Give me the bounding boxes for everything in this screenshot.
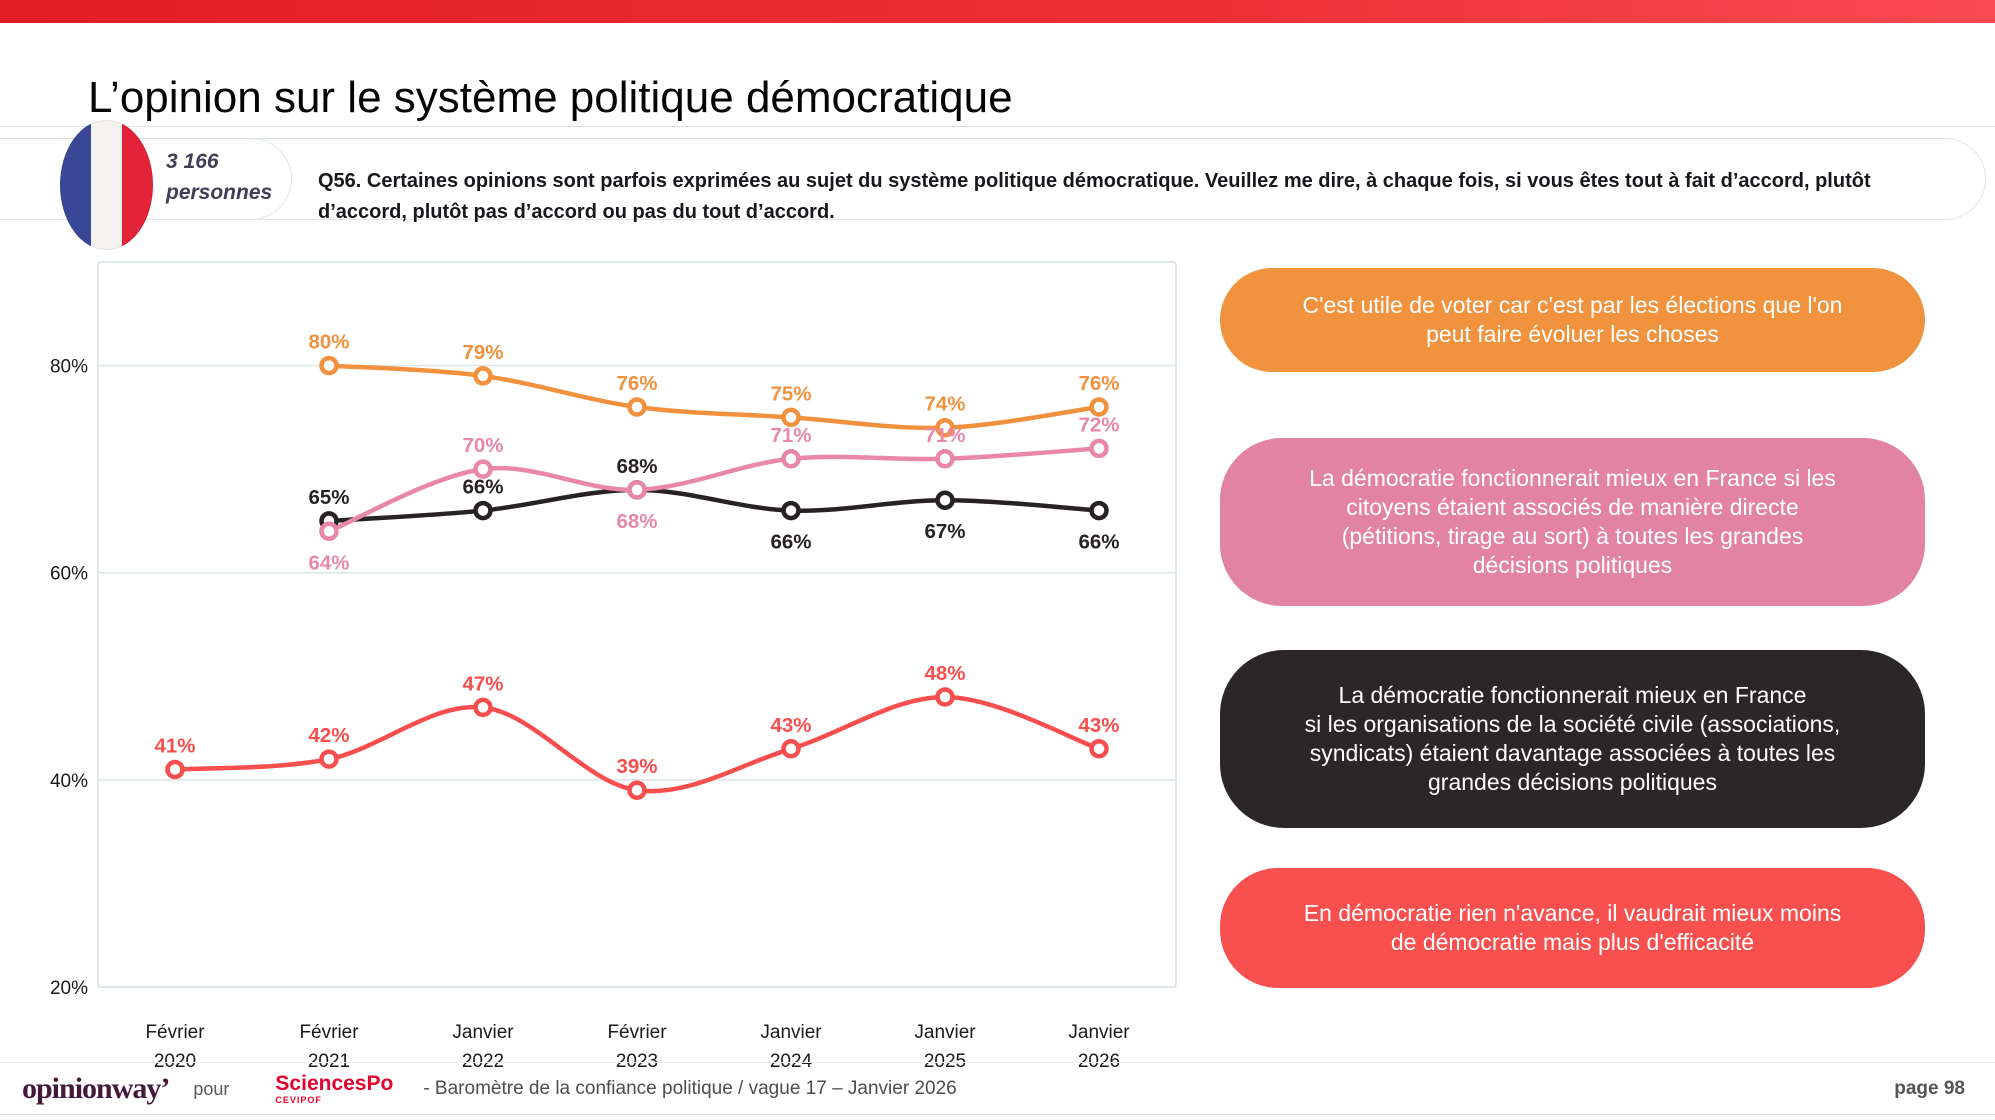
legend-pill-citoyens: La démocratie fonctionnerait mieux en Fr…	[1220, 438, 1925, 606]
svg-text:64%: 64%	[308, 551, 349, 574]
legend-pill-citoyens-text: La démocratie fonctionnerait mieux en Fr…	[1309, 465, 1836, 578]
svg-text:66%: 66%	[462, 476, 503, 499]
svg-text:71%: 71%	[924, 424, 965, 447]
legend-pill-societe-civile-text: La démocratie fonctionnerait mieux en Fr…	[1304, 682, 1841, 795]
svg-text:2021: 2021	[308, 1051, 350, 1072]
svg-text:Janvier: Janvier	[760, 1022, 822, 1043]
sciencespo-logo: SciencesPo CEVIPOF	[275, 1073, 393, 1105]
footer: opinionway’ pour SciencesPo CEVIPOF - Ba…	[0, 1062, 1995, 1115]
sciencespo-logo-text: SciencesPo	[275, 1072, 394, 1095]
svg-text:66%: 66%	[770, 531, 811, 554]
svg-text:Janvier: Janvier	[452, 1022, 514, 1043]
svg-text:72%: 72%	[1078, 413, 1119, 436]
svg-text:74%: 74%	[924, 393, 965, 416]
svg-text:47%: 47%	[462, 672, 503, 695]
svg-text:20%: 20%	[50, 978, 88, 999]
sample-size-unit: personnes	[166, 181, 273, 204]
svg-text:71%: 71%	[770, 424, 811, 447]
svg-text:48%: 48%	[924, 662, 965, 685]
legend-pill-vote-utile: C'est utile de voter car c'est par les é…	[1220, 268, 1925, 372]
page-number: page 98	[1894, 1078, 1965, 1099]
top-accent-bar	[0, 0, 1995, 23]
legend-pill-vote-utile-text: C'est utile de voter car c'est par les é…	[1302, 292, 1843, 347]
header-divider	[0, 126, 1995, 127]
svg-text:2020: 2020	[154, 1051, 196, 1072]
svg-text:65%: 65%	[308, 486, 349, 509]
svg-text:2024: 2024	[770, 1051, 813, 1072]
legend-pill-societe-civile: La démocratie fonctionnerait mieux en Fr…	[1220, 650, 1925, 828]
svg-text:67%: 67%	[924, 520, 965, 543]
cevipof-logo-text: CEVIPOF	[275, 1095, 322, 1105]
svg-text:75%: 75%	[770, 382, 811, 405]
svg-text:76%: 76%	[1078, 372, 1119, 395]
bottom-border	[0, 1114, 1995, 1115]
svg-text:Janvier: Janvier	[914, 1022, 976, 1043]
svg-text:39%: 39%	[616, 755, 657, 778]
svg-text:2023: 2023	[616, 1051, 658, 1072]
legend-pill-efficacite-text: En démocratie rien n'avance, il vaudrait…	[1303, 900, 1842, 955]
svg-text:60%: 60%	[50, 564, 88, 585]
svg-text:2026: 2026	[1078, 1051, 1120, 1072]
svg-text:Février: Février	[145, 1022, 205, 1043]
france-flag-icon	[60, 120, 153, 250]
opinionway-logo: opinionway’	[22, 1072, 170, 1105]
sample-size-value: 3 166	[166, 150, 219, 173]
question-panel	[0, 138, 1986, 220]
svg-text:80%: 80%	[50, 357, 88, 378]
svg-text:68%: 68%	[616, 510, 657, 533]
legend-pill-efficacite: En démocratie rien n'avance, il vaudrait…	[1220, 868, 1925, 988]
svg-text:Février: Février	[607, 1022, 667, 1043]
svg-text:Février: Février	[299, 1022, 359, 1043]
svg-text:70%: 70%	[462, 434, 503, 457]
svg-text:2025: 2025	[924, 1051, 966, 1072]
svg-text:Janvier: Janvier	[1068, 1022, 1130, 1043]
svg-text:41%: 41%	[154, 735, 195, 758]
footer-caption: - Baromètre de la confiance politique / …	[423, 1078, 957, 1099]
svg-text:68%: 68%	[616, 455, 657, 478]
svg-text:42%: 42%	[308, 724, 349, 747]
svg-text:76%: 76%	[616, 372, 657, 395]
svg-text:80%: 80%	[308, 331, 349, 354]
question-text: Q56. Certaines opinions sont parfois exp…	[318, 170, 1871, 223]
svg-text:43%: 43%	[770, 714, 811, 737]
svg-text:43%: 43%	[1078, 714, 1119, 737]
sample-size: 3 166 personnes	[166, 146, 296, 208]
line-chart: 80% 60% 40% 20% Février 2020 Février 2021 Janvie…	[50, 261, 1177, 1072]
page-title: L’opinion sur le système politique démoc…	[88, 73, 1013, 123]
svg-text:66%: 66%	[1078, 531, 1119, 554]
svg-text:40%: 40%	[50, 771, 88, 792]
svg-text:2022: 2022	[462, 1051, 504, 1072]
footer-pour: pour	[193, 1078, 230, 1099]
svg-text:79%: 79%	[462, 341, 503, 364]
